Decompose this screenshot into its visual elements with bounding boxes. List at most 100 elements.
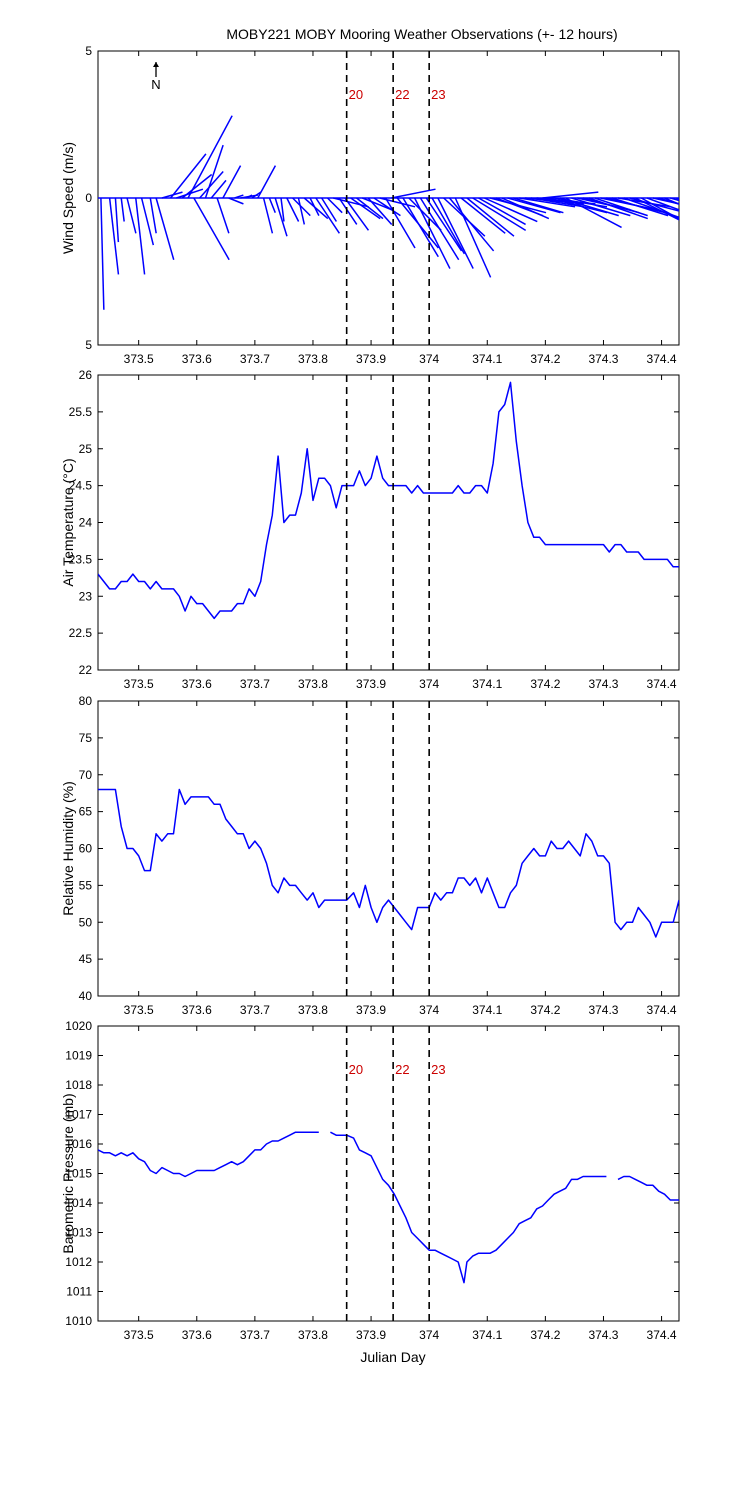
x-tick-label: 373.9 bbox=[356, 677, 386, 691]
x-tick-label: 373.8 bbox=[298, 352, 328, 366]
wind-vector bbox=[507, 197, 561, 214]
x-tick-label: 373.6 bbox=[182, 677, 212, 691]
north-arrow-head-icon bbox=[153, 62, 159, 67]
wind-vector bbox=[384, 197, 416, 249]
x-tick-label: 373.7 bbox=[240, 1328, 270, 1342]
x-tick-label: 373.5 bbox=[124, 352, 154, 366]
y-tick-label: 1017 bbox=[65, 1108, 92, 1122]
x-tick-label: 374.1 bbox=[472, 1328, 502, 1342]
wind-vector bbox=[472, 197, 527, 231]
x-tick-label: 374.4 bbox=[647, 1328, 677, 1342]
x-tick-label: 374.4 bbox=[647, 1003, 677, 1017]
wind-vector bbox=[431, 197, 466, 255]
y-tick-label: 70 bbox=[79, 768, 93, 782]
wind-vector bbox=[292, 197, 311, 217]
y-tick-label: 24.5 bbox=[69, 479, 93, 493]
data-series-line bbox=[98, 1131, 319, 1178]
humidity-panel: 40 45 50 55 60 65 70 75 80 373.5 373.6 373.7 373.8 37… bbox=[60, 694, 680, 1017]
wind-vector bbox=[565, 197, 622, 229]
wind-vector bbox=[362, 197, 393, 211]
x-tick-label: 374.4 bbox=[647, 677, 677, 691]
wind-vector bbox=[234, 194, 244, 199]
wind-vector bbox=[155, 197, 175, 260]
wind-vector bbox=[222, 165, 242, 199]
wind-vector bbox=[257, 165, 277, 199]
wind-vector bbox=[120, 197, 125, 222]
wind-vector bbox=[413, 197, 451, 269]
y-axis-label: Wind Speed (m/s) bbox=[60, 142, 76, 254]
x-tick-label: 373.7 bbox=[240, 677, 270, 691]
wind-vector bbox=[274, 197, 288, 237]
data-series-line bbox=[98, 788, 679, 938]
x-tick-label: 373.5 bbox=[124, 1003, 154, 1017]
data-layer bbox=[98, 115, 679, 310]
data-series-line bbox=[330, 1131, 607, 1284]
y-tick-label: 1010 bbox=[65, 1314, 92, 1328]
y-tick-label: 1013 bbox=[65, 1226, 92, 1240]
y-tick-label: 1011 bbox=[66, 1285, 92, 1299]
data-layer bbox=[98, 381, 679, 620]
x-tick-label: 374.3 bbox=[588, 1328, 618, 1342]
x-tick-label: 374.3 bbox=[588, 352, 618, 366]
y-tick-label: 22.5 bbox=[69, 626, 93, 640]
wind-panel: 5 0 5 373.5 373.6 373.7 373.8 373.9 374 374.1 374.… bbox=[60, 44, 680, 366]
x-tick-label: 374.4 bbox=[647, 352, 677, 366]
y-tick-label: 22 bbox=[79, 663, 93, 677]
wind-vector bbox=[326, 197, 343, 214]
y-axis-label: Barometric Pressure (mb) bbox=[60, 1093, 76, 1253]
wind-vector bbox=[280, 197, 285, 222]
x-tick-label: 373.6 bbox=[182, 352, 212, 366]
wind-vector bbox=[402, 197, 439, 258]
y-tick-label: 23 bbox=[79, 589, 93, 603]
wind-vector bbox=[408, 197, 442, 231]
x-tick-label: 373.9 bbox=[356, 1328, 386, 1342]
x-tick-label: 374.3 bbox=[588, 677, 618, 691]
wind-vector bbox=[199, 171, 224, 199]
x-tick-label: 373.8 bbox=[298, 1003, 328, 1017]
wind-vector bbox=[228, 197, 244, 205]
wind-vector bbox=[437, 197, 474, 269]
wind-vector bbox=[391, 188, 436, 199]
wind-vector bbox=[170, 153, 207, 199]
wind-vector bbox=[466, 197, 515, 237]
wind-vector bbox=[216, 197, 230, 234]
y-tick-label: 55 bbox=[79, 878, 93, 892]
wind-vector bbox=[373, 197, 401, 217]
wind-vector bbox=[588, 197, 648, 220]
wind-vector bbox=[350, 197, 381, 220]
wind-vector bbox=[108, 197, 120, 275]
wind-vector bbox=[635, 197, 679, 221]
y-tick-label: 50 bbox=[79, 915, 93, 929]
y-tick-label: 25 bbox=[79, 442, 93, 456]
air-temperature-panel: 22 22.5 23 23.5 24 24.5 25 25.5 26 373.5 373.6 373.… bbox=[60, 368, 680, 691]
wind-vector bbox=[419, 197, 460, 261]
figure-title: MOBY221 MOBY Mooring Weather Observation… bbox=[226, 26, 617, 42]
x-tick-label: 373.6 bbox=[182, 1328, 212, 1342]
x-tick-label: 373.9 bbox=[356, 1003, 386, 1017]
event-marker-label: 23 bbox=[431, 1062, 445, 1077]
wind-vector bbox=[448, 197, 495, 252]
x-tick-label: 373.7 bbox=[240, 352, 270, 366]
x-tick-label: 374.1 bbox=[472, 677, 502, 691]
pressure-panel: 1010 1011 1012 1013 1014 1015 1016 1017 1018 1019… bbox=[60, 1019, 680, 1342]
y-tick-label: 26 bbox=[79, 368, 93, 382]
y-tick-label: 45 bbox=[79, 952, 93, 966]
x-tick-label: 374 bbox=[419, 1003, 439, 1017]
wind-vector bbox=[594, 197, 648, 217]
wind-vector bbox=[548, 197, 608, 214]
data-series-line bbox=[617, 1175, 679, 1201]
north-label: N bbox=[151, 77, 160, 92]
wind-vector bbox=[454, 197, 492, 278]
y-tick-label: 80 bbox=[79, 694, 93, 708]
data-layer bbox=[98, 788, 679, 938]
wind-vector bbox=[204, 144, 224, 199]
wind-vector bbox=[315, 197, 341, 234]
x-tick-label: 374.1 bbox=[472, 352, 502, 366]
wind-vector bbox=[321, 197, 338, 222]
data-layer bbox=[98, 1131, 679, 1284]
wind-vector bbox=[149, 197, 157, 234]
wind-vector bbox=[484, 197, 538, 223]
wind-vector bbox=[114, 197, 120, 243]
y-tick-label: 1015 bbox=[65, 1167, 92, 1181]
